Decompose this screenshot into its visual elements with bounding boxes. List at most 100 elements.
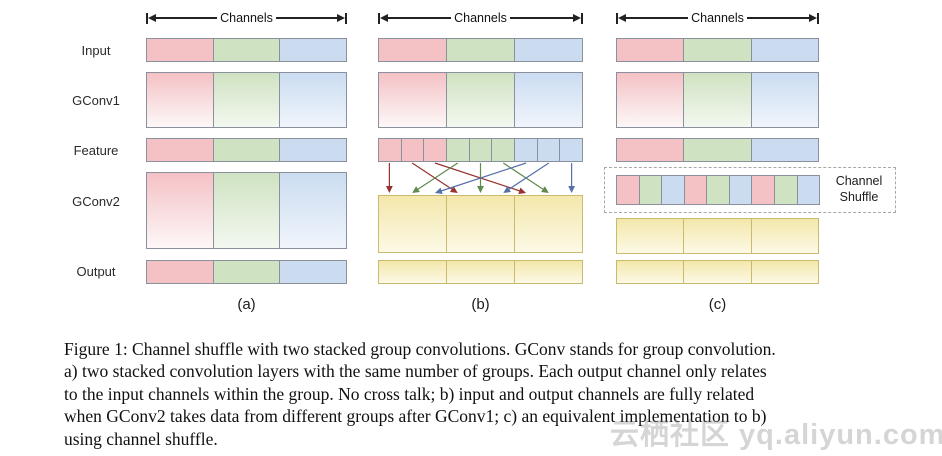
channel-segment-green	[213, 139, 281, 161]
output-bar-a	[146, 260, 347, 284]
figure-panel-b: Channels (b)	[378, 0, 584, 330]
channel-segment-green	[684, 39, 752, 61]
channel-segment-blue	[280, 139, 347, 161]
channel-segment-green	[639, 176, 663, 204]
shuffle-arrowhead-blue	[568, 186, 576, 193]
axis-line	[746, 17, 810, 19]
channel-segment-green	[684, 73, 752, 127]
channel-segment-red	[617, 139, 685, 161]
shuffled-feature-bar	[616, 175, 820, 205]
arrow-right-icon	[573, 14, 582, 22]
arrow-right-icon	[337, 14, 346, 22]
figure-panel-a: Channels (a)	[146, 0, 348, 330]
channels-label: Channels	[454, 11, 507, 25]
channel-segment-red	[379, 73, 447, 127]
channel-segment-blue	[560, 139, 583, 161]
axis-endbar-icon	[378, 12, 380, 24]
channel-segment-blue	[515, 139, 538, 161]
shuffle-arrowhead-blue	[503, 186, 511, 193]
arrow-left-icon	[148, 14, 156, 22]
panel-letter-b: (b)	[471, 296, 490, 313]
axis-line	[275, 17, 338, 19]
channel-segment-green	[213, 261, 281, 283]
channel-segment-yellow	[617, 261, 685, 283]
row-label-input: Input	[81, 43, 111, 58]
feature-bar-c	[616, 138, 819, 162]
gconv1-bar-b	[378, 72, 583, 128]
channel-segment-green	[684, 139, 752, 161]
channel-segment-red	[617, 39, 685, 61]
channel-segment-red	[379, 39, 447, 61]
channel-segment-blue	[515, 39, 582, 61]
shuffle-arrow-line-green	[502, 162, 545, 191]
shuffle-arrowhead-green	[541, 186, 549, 193]
channel-segment-blue	[751, 39, 818, 61]
channel-segment-blue	[280, 173, 347, 248]
channels-axis-b: Channels	[378, 10, 584, 26]
output-bar-c	[616, 260, 819, 284]
channel-segment-yellow	[515, 261, 582, 283]
channel-segment-red	[379, 139, 402, 161]
channel-segment-red	[617, 73, 685, 127]
axis-endbar-icon	[581, 12, 584, 24]
axis-endbar-icon	[345, 12, 348, 24]
shuffle-arrow-line-blue	[507, 162, 550, 191]
row-label-feature: Feature	[73, 143, 119, 158]
shuffle-arrows	[385, 162, 576, 195]
axis-line	[156, 17, 218, 19]
shuffle-arrowhead-red	[385, 186, 393, 193]
channel-segment-green	[213, 73, 281, 127]
channel-segment-yellow	[751, 261, 818, 283]
figure-panel-c: Channels (c)	[616, 0, 820, 330]
channel-segment-red	[147, 139, 214, 161]
channel-segment-yellow	[447, 261, 515, 283]
channel-segment-red	[147, 73, 214, 127]
channel-segment-red	[617, 176, 640, 204]
feature-bar-a	[146, 138, 347, 162]
channel-segment-yellow	[379, 261, 447, 283]
row-label-output: Output	[76, 264, 116, 279]
channel-segment-red	[684, 176, 708, 204]
row-label-gconv2: GConv2	[72, 194, 120, 209]
caption-line-2: a) two stacked convolution layers with t…	[64, 361, 767, 382]
shuffle-arrowhead-green	[412, 186, 420, 193]
caption-line-1: Figure 1: Channel shuffle with two stack…	[64, 339, 776, 359]
panel-letter-c: (c)	[708, 296, 727, 313]
channel-shuffle-box: Channel Shuffle	[604, 167, 896, 213]
caption-line-5: using channel shuffle.	[64, 428, 218, 449]
shuffle-arrowhead-blue	[434, 187, 443, 195]
arrow-right-icon	[809, 14, 818, 22]
channel-segment-blue	[751, 73, 818, 127]
input-bar-c	[616, 38, 819, 62]
channel-segment-yellow	[684, 219, 752, 253]
channel-shuffle-label: Channel Shuffle	[835, 174, 883, 205]
gconv2-bar-a	[146, 172, 347, 249]
channel-segment-green	[707, 176, 730, 204]
shuffle-arrowhead-red	[450, 186, 458, 193]
channel-segment-yellow	[751, 219, 818, 253]
channel-segment-red	[752, 176, 775, 204]
axis-endbar-icon	[616, 12, 618, 24]
input-bar-a	[146, 38, 347, 62]
channel-segment-yellow	[515, 196, 582, 252]
channel-segment-red	[147, 39, 214, 61]
arrow-left-icon	[618, 14, 626, 22]
feature-bar-b	[378, 138, 583, 162]
channel-segment-red	[401, 139, 425, 161]
channel-segment-blue	[751, 139, 818, 161]
channel-segment-red	[424, 139, 448, 161]
shuffle-arrow-line-red	[434, 162, 521, 192]
channel-segment-blue	[280, 39, 347, 61]
watermark: 云栖社区 yq.aliyun.com	[610, 419, 942, 451]
channel-segment-green	[447, 39, 515, 61]
channel-segment-red	[147, 261, 214, 283]
channel-segment-red	[147, 173, 214, 248]
axis-endbar-icon	[146, 12, 148, 24]
channels-label: Channels	[220, 11, 273, 25]
channel-segment-blue	[662, 176, 685, 204]
shuffle-arrow-line-blue	[440, 162, 527, 192]
caption-line-4: when GConv2 takes data from different gr…	[64, 406, 767, 427]
arrow-left-icon	[380, 14, 388, 22]
channel-segment-green	[213, 173, 281, 248]
